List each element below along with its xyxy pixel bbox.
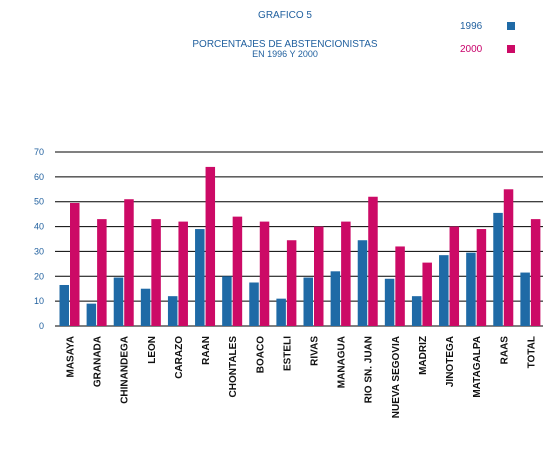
bar-1996-matagalpa — [466, 252, 476, 326]
x-tick-label-chinandega: CHINANDEGA — [120, 336, 131, 404]
bar-2000-esteli — [286, 240, 297, 326]
bar-1996-jinotega — [439, 255, 449, 326]
y-tick-label-0: 0 — [39, 321, 44, 331]
y-tick-label-50: 50 — [34, 197, 44, 207]
bar-1996-nueva-segovia — [384, 278, 395, 326]
x-tick-label-carazo: CARAZO — [174, 336, 185, 379]
bar-1996-managua — [330, 271, 341, 326]
legend-swatch-1996 — [507, 22, 515, 30]
bar-2000-chinandega — [124, 199, 134, 326]
x-tick-label-rio-sn-juan: RIO SN. JUAN — [364, 336, 375, 403]
bar-1996-rio-sn-juan — [357, 240, 368, 326]
x-tick-label-madriz: MADRIZ — [418, 336, 429, 375]
bar-2000-chontales — [232, 216, 243, 326]
x-tick-label-leon: LEON — [147, 336, 158, 364]
bar-2000-carazo — [178, 221, 188, 326]
x-tick-label-boaco: BOACO — [255, 336, 266, 373]
bar-1996-carazo — [167, 296, 178, 326]
bar-2000-managua — [341, 221, 351, 326]
bar-1996-rivas — [303, 277, 313, 326]
x-tick-label-managua: MANAGUA — [337, 336, 348, 388]
bar-2000-raan — [205, 166, 216, 326]
bar-1996-leon — [140, 288, 151, 326]
y-tick-label-60: 60 — [34, 172, 44, 182]
bar-1996-granada — [86, 303, 97, 326]
bar-1996-chontales — [222, 276, 232, 326]
x-tick-label-jinotega: JINOTEGA — [445, 336, 456, 387]
bar-1996-raan — [195, 229, 205, 326]
chart-title: PORCENTAJES DE ABSTENCIONISTAS — [192, 39, 378, 50]
figure-label: GRAFICO 5 — [258, 10, 312, 21]
bar-2000-raas — [503, 189, 514, 326]
x-tick-label-raan: RAAN — [201, 336, 212, 365]
bar-1996-boaco — [249, 282, 259, 326]
legend-label-1996: 1996 — [460, 21, 483, 32]
bar-1996-total — [520, 272, 530, 326]
legend-label-2000: 2000 — [460, 44, 483, 55]
chart-subtitle: EN 1996 Y 2000 — [252, 49, 318, 59]
y-tick-label-20: 20 — [34, 271, 44, 281]
y-tick-label-10: 10 — [34, 296, 44, 306]
bar-1996-raas — [493, 212, 503, 326]
y-tick-label-40: 40 — [34, 222, 44, 232]
bar-2000-rivas — [314, 226, 324, 326]
bar-1996-esteli — [276, 298, 286, 326]
x-tick-label-chontales: CHONTALES — [228, 336, 239, 398]
x-tick-label-esteli: ESTELI — [282, 336, 293, 371]
y-tick-label-30: 30 — [34, 246, 44, 256]
x-tick-label-matagalpa: MATAGALPA — [472, 336, 483, 398]
bar-2000-matagalpa — [476, 229, 487, 326]
bar-2000-rio-sn-juan — [368, 196, 378, 326]
x-tick-label-rivas: RIVAS — [310, 336, 321, 366]
bar-2000-masaya — [70, 202, 80, 326]
x-tick-label-raas: RAAS — [499, 336, 510, 365]
x-tick-label-masaya: MASAYA — [66, 336, 77, 378]
bar-2000-nueva-segovia — [395, 246, 405, 326]
bar-2000-leon — [151, 219, 161, 326]
bar-2000-boaco — [259, 221, 270, 326]
x-tick-label-nueva-segovia: NUEVA SEGOVIA — [391, 336, 402, 418]
x-tick-label-total: TOTAL — [526, 336, 537, 368]
bar-1996-chinandega — [113, 277, 124, 326]
bar-2000-total — [530, 219, 541, 326]
y-tick-label-70: 70 — [34, 147, 44, 157]
bar-2000-jinotega — [449, 226, 460, 326]
bar-1996-masaya — [59, 284, 69, 326]
bar-2000-madriz — [422, 262, 432, 326]
bar-1996-madriz — [411, 296, 422, 326]
x-tick-label-granada: GRANADA — [93, 336, 104, 387]
legend-swatch-2000 — [507, 45, 515, 53]
bar-2000-granada — [97, 219, 107, 326]
